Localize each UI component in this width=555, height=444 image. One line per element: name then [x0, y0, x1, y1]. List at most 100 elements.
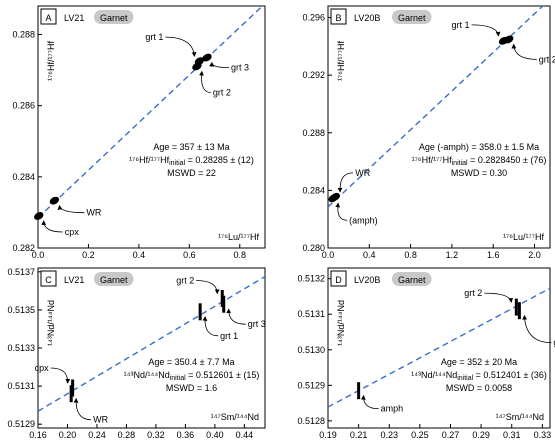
- initial-ratio: ¹⁷⁶Hf/¹⁷⁷Hf: [129, 155, 169, 165]
- data-point: [192, 62, 202, 71]
- y-tick-label: 0.284: [12, 172, 35, 182]
- x-tick-label: 0.36: [177, 430, 195, 440]
- point-label: grt 1: [452, 20, 470, 30]
- label-arrow: [484, 292, 514, 303]
- plot-frame: [37, 5, 266, 249]
- panel-letter: C: [45, 275, 52, 285]
- x-axis-label: ¹⁴⁷Sm/¹⁴⁴Nd: [211, 412, 259, 422]
- label-arrow: [335, 202, 348, 221]
- label-arrow: [522, 314, 552, 344]
- x-axis-label: ¹⁷⁶Lu/¹⁷⁷Hf: [503, 232, 544, 242]
- initial-subscript: initial: [457, 375, 473, 382]
- isochron-line: [38, 275, 265, 412]
- isochron-line: [328, 6, 544, 208]
- x-tick-label: 1.2: [446, 250, 459, 260]
- x-tick-label: 0.4: [133, 250, 146, 260]
- y-tick-label: 0.5129: [7, 419, 35, 429]
- x-tick-label: 0.20: [59, 430, 77, 440]
- x-tick-label: 0.19: [319, 430, 337, 440]
- initial-value: = 0.28285 ± (12): [185, 155, 254, 165]
- point-label: grt 3: [231, 63, 249, 73]
- x-tick-label: 0.29: [472, 430, 490, 440]
- point-label: grt 1: [553, 338, 555, 348]
- mswd-text: MSWD = 0.0058: [446, 383, 512, 393]
- y-tick-label: 0.5137: [7, 267, 35, 277]
- label-arrow: [57, 204, 85, 214]
- x-tick-label: 0.25: [411, 430, 429, 440]
- sample-name: LV21: [64, 275, 84, 285]
- data-point: [49, 196, 60, 205]
- plot-frame: [327, 5, 551, 249]
- y-tick-label: 0.288: [302, 128, 325, 138]
- mineral-name: Garnet: [100, 275, 128, 285]
- age-text: Age = 357 ± 13 Ma: [153, 142, 229, 152]
- y-axis-label: ¹⁷⁶Hf/¹⁷⁷Hf: [336, 41, 346, 81]
- x-tick-label: 0.33: [534, 430, 552, 440]
- x-axis-label: ¹⁴⁷Sm/¹⁴⁴Nd: [496, 412, 544, 422]
- point-label: grt 2: [213, 88, 231, 98]
- panel: 0.0 0.2 0.4 0.6 0.8 0.282 0.284 0.286 0.288 A LV21…: [12, 5, 266, 260]
- point-label: grt 2: [464, 288, 482, 298]
- y-tick-label: 0.5131: [297, 309, 325, 319]
- point-label: cpx: [65, 227, 80, 237]
- point-label: WR: [355, 168, 370, 178]
- x-tick-label: 0.21: [350, 430, 368, 440]
- point-label: WR: [86, 208, 101, 218]
- y-tick-label: 0.5131: [7, 381, 35, 391]
- label-arrow: [50, 367, 71, 384]
- panel-letter: D: [335, 275, 342, 285]
- label-arrow: [165, 36, 197, 57]
- data-point: [222, 295, 226, 313]
- x-tick-label: 0.28: [118, 430, 136, 440]
- mineral-pill: [392, 272, 432, 286]
- panel-letter-box: [330, 8, 347, 25]
- y-axis-label: ¹⁴³Nd/¹⁴⁴Nd: [46, 300, 56, 346]
- sample-name: LV20B: [354, 13, 380, 23]
- y-tick-label: 0.280: [302, 243, 325, 253]
- y-tick-label: 0.5129: [297, 380, 325, 390]
- label-arrow: [202, 316, 219, 337]
- mineral-name: Garnet: [398, 13, 426, 23]
- point-label: grt 1: [220, 331, 238, 341]
- label-arrow: [360, 394, 379, 410]
- y-tick-label: 0.296: [302, 13, 325, 23]
- panel-letter-box: [330, 270, 347, 287]
- plot-frame: [37, 267, 266, 429]
- initial-subscript: initial: [170, 375, 186, 382]
- point-label: (amph): [349, 215, 378, 225]
- initial-subscript: initial: [169, 160, 185, 167]
- y-axis-label: ¹⁷⁶Hf/¹⁷⁷Hf: [46, 41, 56, 81]
- data-point: [198, 303, 202, 321]
- sample-name: LV21: [64, 13, 84, 23]
- point-label: amph: [381, 404, 404, 414]
- label-arrow: [73, 397, 92, 421]
- isochron-line: [38, 6, 264, 219]
- x-tick-label: 0.6: [183, 250, 196, 260]
- initial-ratio-text: ¹⁴³Nd/¹⁴⁴Ndinitial = 0.512601 ± (15): [124, 370, 260, 382]
- y-tick-label: 0.5133: [7, 343, 35, 353]
- data-point: [34, 212, 44, 220]
- x-tick-label: 0.4: [363, 250, 376, 260]
- x-tick-label: 1.6: [487, 250, 500, 260]
- x-tick-label: 2.0: [528, 250, 541, 260]
- panel: 0.0 0.4 0.8 1.2 1.6 2.0 0.280 0.284 0.288 0.292 0.…: [302, 5, 555, 260]
- label-arrow: [196, 280, 220, 295]
- plot-frame: [327, 267, 551, 429]
- point-label: cpx: [35, 363, 50, 373]
- x-tick-label: 0.44: [236, 430, 254, 440]
- data-point: [202, 53, 212, 62]
- isochron-line: [328, 287, 550, 408]
- mswd-text: MSWD = 0.30: [451, 168, 507, 178]
- panel: 0.19 0.21 0.23 0.25 0.27 0.29 0.31 0.33 0.5128 0.…: [297, 267, 555, 440]
- label-arrow: [471, 24, 501, 37]
- panel-letter-box: [40, 8, 57, 25]
- x-tick-label: 0.2: [82, 250, 95, 260]
- data-point: [69, 385, 73, 403]
- mineral-pill: [94, 10, 134, 24]
- initial-value: = 0.512401 ± (36): [473, 370, 547, 380]
- x-tick-label: 0.27: [442, 430, 460, 440]
- mineral-pill: [94, 272, 134, 286]
- initial-value: = 0.512601 ± (15): [186, 370, 260, 380]
- data-point: [357, 382, 361, 400]
